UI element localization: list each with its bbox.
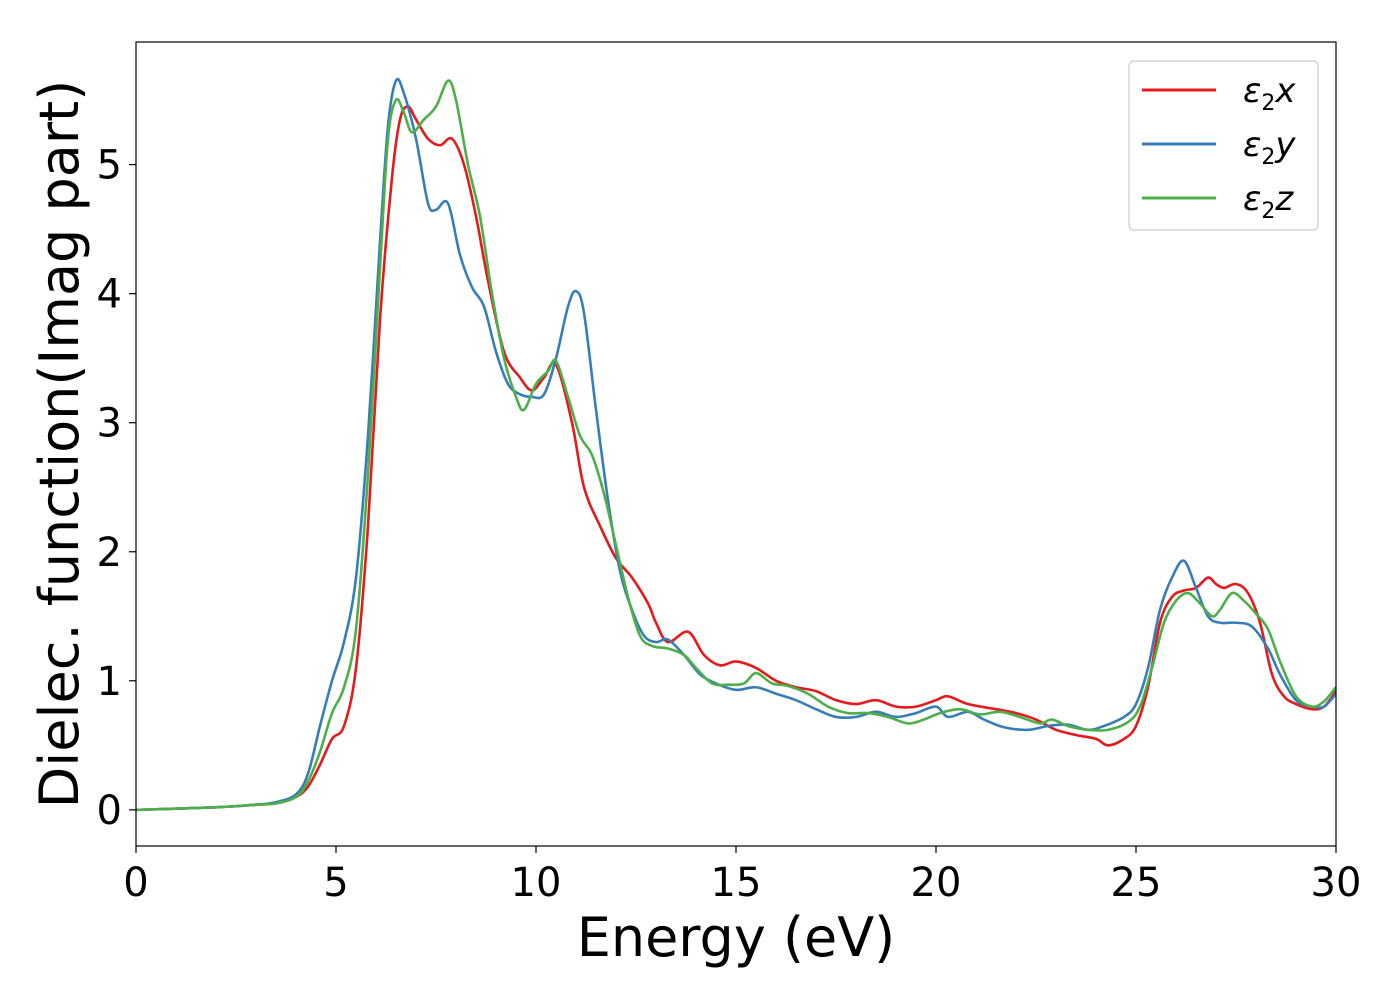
legend-label-tail: y	[1274, 125, 1296, 165]
legend-label-base: ε	[1243, 179, 1261, 219]
series-line-1	[136, 105, 1336, 812]
legend-box	[1128, 60, 1319, 231]
legend-label-subscript: 2	[1261, 91, 1275, 116]
x-tick-label: 30	[1311, 860, 1362, 906]
legend-label-base: ε	[1243, 125, 1261, 165]
y-tick-label: 5	[97, 143, 122, 189]
x-tick-label: 5	[323, 860, 348, 906]
plot-area	[135, 41, 1337, 847]
x-tick-label: 15	[711, 860, 762, 906]
legend-label-base: ε	[1243, 71, 1261, 111]
legend-label-subscript: 2	[1261, 145, 1275, 170]
legend-label-1: ε2x	[1243, 71, 1296, 116]
y-tick-label: 1	[97, 659, 122, 705]
legend-label-3: ε2z	[1243, 179, 1294, 224]
legend-label-tail: x	[1274, 71, 1296, 111]
series-layer	[136, 77, 1336, 812]
y-axis: 0 1 2 3 4 5	[97, 143, 136, 834]
y-axis-title: Dielec. function(Imag part)	[28, 80, 91, 809]
y-tick-label: 3	[97, 401, 122, 447]
y-tick-label: 2	[97, 530, 122, 576]
legend-label-2: ε2y	[1243, 125, 1296, 170]
legend-label-subscript: 2	[1261, 199, 1275, 224]
x-tick-label: 0	[123, 860, 148, 906]
y-tick-label: 0	[97, 788, 122, 834]
x-tick-label: 10	[511, 860, 562, 906]
x-axis-title: Energy (eV)	[577, 906, 896, 969]
y-tick-label: 4	[97, 272, 122, 318]
x-axis: 0 5 10 15 20 25 30	[123, 846, 1361, 906]
legend-label-tail: z	[1274, 179, 1294, 219]
x-tick-label: 20	[911, 860, 962, 906]
series-line-3	[136, 79, 1336, 812]
x-tick-label: 25	[1111, 860, 1162, 906]
